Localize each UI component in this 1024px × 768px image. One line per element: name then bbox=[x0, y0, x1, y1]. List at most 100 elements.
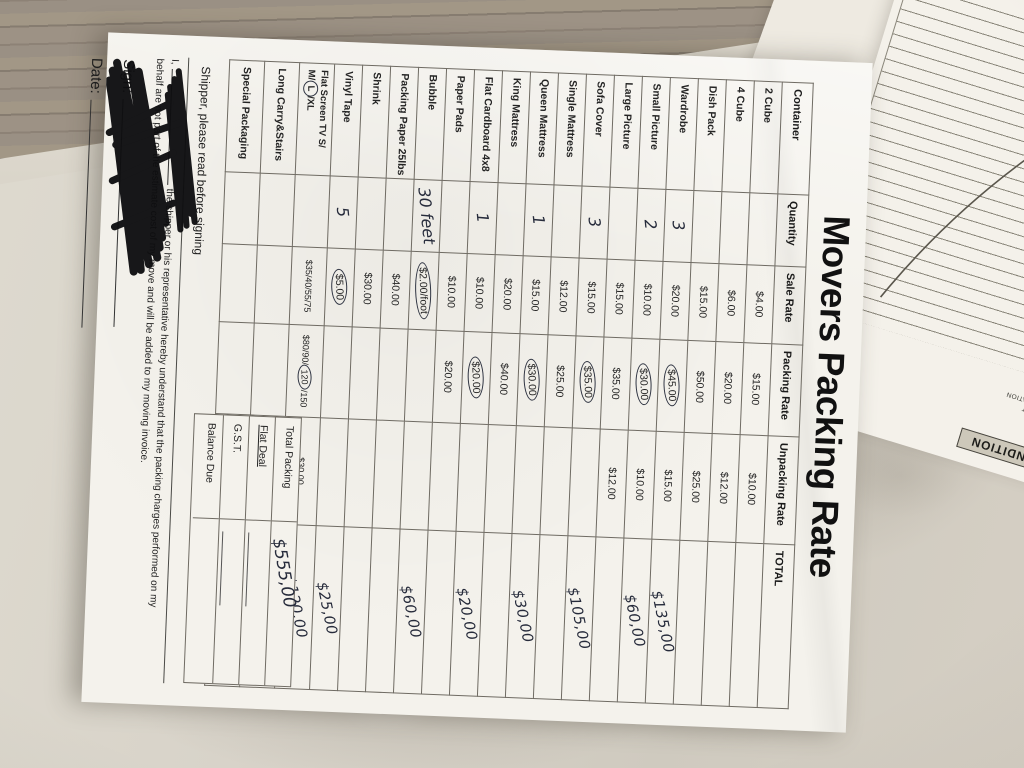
unpacking-rate-value: $10.00 bbox=[633, 468, 647, 501]
sale-rate-value: $30.00 bbox=[361, 272, 375, 305]
unpacking-rate-cell: $25.00 bbox=[679, 432, 713, 542]
packing-rate-value: $30.00 bbox=[523, 358, 541, 402]
summary-label: G.S.T. bbox=[219, 415, 249, 521]
unpacking-rate-cell bbox=[567, 427, 601, 537]
sale-rate-value: $15.00 bbox=[528, 278, 543, 312]
header-sale-rate: Sale Rate bbox=[771, 265, 806, 346]
row-label: Packing Paper 25lbs bbox=[394, 73, 411, 176]
packing-rate-cell bbox=[250, 323, 290, 417]
container-cell: Large Picture bbox=[609, 75, 643, 189]
row-label: Wardrobe bbox=[676, 84, 691, 134]
row-label: King Mattress bbox=[507, 77, 523, 148]
handwritten-total: $30,00 bbox=[509, 588, 536, 644]
unpacking-rate-value: $12.00 bbox=[717, 471, 731, 505]
row-label: Sofa Cover bbox=[592, 80, 607, 137]
container-cell: Flat Cardboard 4x8 bbox=[470, 69, 503, 183]
sale-rate-cell: $20.00 bbox=[492, 254, 524, 334]
packing-rate-cell bbox=[348, 326, 381, 420]
handwritten-quantity: 5 bbox=[332, 206, 353, 219]
sale-rate-value: $15.00 bbox=[584, 281, 599, 314]
sale-rate-cell: $10.00 bbox=[436, 252, 468, 332]
pen-stroke-on-grid bbox=[879, 68, 1024, 298]
unpacking-rate-cell: $12.00 bbox=[707, 433, 741, 543]
unpacking-rate-value: $15.00 bbox=[661, 469, 675, 503]
handwritten-quantity: 1 bbox=[472, 212, 493, 225]
container-cell: Long Carry&Stairs bbox=[260, 61, 300, 175]
header-total: TOTAL bbox=[757, 543, 795, 709]
sale-rate-cell: $15.00 bbox=[575, 257, 608, 338]
row-label: 4 Cube bbox=[733, 86, 747, 123]
handwritten-grand-total: $555,00 bbox=[267, 536, 300, 610]
unpacking-rate-cell bbox=[511, 425, 545, 535]
sale-rate-value: $2.00/foot bbox=[414, 262, 433, 320]
sale-rate-value: $40.00 bbox=[389, 273, 403, 306]
sale-rate-cell: $15.00 bbox=[687, 262, 719, 342]
sale-rate-cell bbox=[219, 243, 258, 324]
container-cell: Paper Pads bbox=[442, 68, 475, 182]
pen-circled-tv-size: L bbox=[302, 79, 319, 97]
quantity-cell bbox=[718, 191, 750, 265]
unpacking-rate-value: $25.00 bbox=[689, 470, 703, 504]
quantity-cell: 1 bbox=[467, 181, 499, 255]
packing-rate-cell bbox=[404, 329, 437, 423]
header-unpacking-rate: Unpacking Rate bbox=[763, 435, 800, 545]
quantity-cell: 2 bbox=[635, 188, 666, 262]
row-label: Bubble bbox=[425, 74, 439, 111]
row-label: Single Mattress bbox=[563, 79, 579, 158]
sale-rate-cell: $10.00 bbox=[464, 253, 496, 333]
quantity-cell bbox=[439, 180, 471, 254]
quantity-cell bbox=[257, 173, 296, 247]
unpacking-rate-cell: $10.00 bbox=[623, 430, 657, 540]
sale-rate-value: $15.00 bbox=[696, 285, 711, 319]
sale-rate-cell: $4.00 bbox=[743, 264, 775, 344]
handwritten-total: $60,00 bbox=[397, 583, 425, 640]
sale-rate-cell: $35/40/55/75 bbox=[289, 246, 328, 326]
quantity-cell bbox=[607, 187, 638, 261]
packing-rate-pre: $80/90/ bbox=[300, 334, 312, 366]
packing-rate-cell bbox=[376, 328, 409, 422]
sale-rate-value: $4.00 bbox=[752, 290, 766, 318]
unpacking-rate-cell: $12.00 bbox=[595, 428, 629, 539]
row-label: Special Packaging bbox=[237, 66, 254, 160]
sale-rate-value: $15.00 bbox=[612, 282, 627, 315]
unpacking-rate-value: $12.00 bbox=[605, 467, 619, 500]
unpacking-rate-cell bbox=[316, 417, 349, 527]
packing-rate-value: $45.00 bbox=[663, 364, 681, 408]
packing-rate-value: $15.00 bbox=[749, 372, 763, 406]
handwritten-total: $20,00 bbox=[453, 585, 480, 642]
packing-rate-value: $35.00 bbox=[609, 367, 623, 400]
handwritten-total: $135,00 bbox=[648, 588, 677, 655]
summary-label: Total Packing bbox=[271, 417, 301, 523]
sale-rate-cell: $20.00 bbox=[659, 261, 691, 341]
header-container: Container bbox=[777, 82, 814, 196]
unpacking-rate-cell bbox=[372, 419, 405, 530]
handwritten-quantity: 1 bbox=[528, 214, 549, 227]
container-cell: King Mattress bbox=[498, 70, 531, 184]
quantity-cell bbox=[690, 190, 722, 264]
quantity-cell: 30 feet bbox=[411, 179, 443, 253]
sale-rate-cell: $5.00 bbox=[324, 247, 356, 327]
sale-rate-value: $20.00 bbox=[500, 277, 515, 311]
sale-rate-cell: $40.00 bbox=[380, 250, 412, 330]
row-label: 2 Cube bbox=[761, 87, 775, 124]
row-label: Small Picture bbox=[647, 83, 663, 151]
unpacking-rate-cell bbox=[539, 426, 573, 536]
packing-rate-value: $40.00 bbox=[497, 362, 511, 396]
packing-rate-cell: $25.00 bbox=[544, 334, 576, 428]
quantity-cell bbox=[292, 174, 331, 248]
unpacking-rate-cell bbox=[483, 424, 517, 534]
packing-rate-cell: $15.00 bbox=[740, 342, 772, 436]
packing-rate-cell: $35.00 bbox=[600, 337, 632, 431]
summary-value-line bbox=[219, 531, 224, 606]
quantity-cell bbox=[383, 178, 415, 252]
packing-rate-value: $20.00 bbox=[721, 371, 735, 405]
container-cell: Wardrobe bbox=[665, 77, 699, 191]
sale-rate-cell: $12.00 bbox=[547, 256, 580, 336]
packing-rate-cell: $30.00 bbox=[516, 333, 548, 427]
quantity-cell bbox=[551, 184, 582, 258]
sale-rate-value: $35/40/55/75 bbox=[302, 259, 315, 313]
row-label: Queen Mattress bbox=[535, 78, 551, 158]
packing-rate-post: /150 bbox=[298, 389, 310, 408]
row-label: Vinyl Tape bbox=[340, 70, 355, 123]
tv-size-post: /XL bbox=[304, 95, 316, 111]
